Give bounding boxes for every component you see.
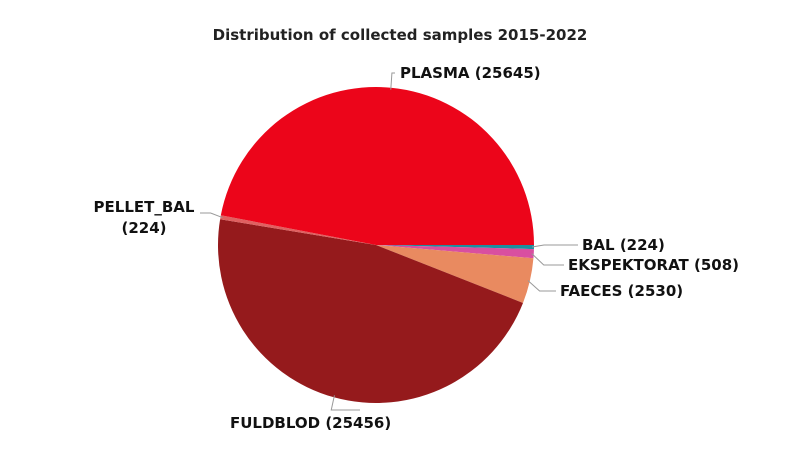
data-label: FULDBLOD (25456) (230, 414, 392, 432)
pie-slice (376, 245, 534, 250)
leader-line (330, 395, 360, 411)
pie-slice (376, 245, 534, 259)
leader-line (531, 253, 564, 266)
leader-line (200, 212, 223, 219)
pie-slice (376, 245, 534, 303)
data-label: PELLET_BAL (224) (93, 198, 195, 237)
leader-line (390, 72, 395, 90)
data-label: BAL (224) (582, 236, 665, 254)
data-label: PLASMA (25645) (400, 64, 541, 82)
data-label: EKSPEKTORAT (508) (568, 256, 739, 274)
pie-slice (220, 87, 534, 245)
leader-line (527, 280, 556, 292)
chart-title: Distribution of collected samples 2015-2… (212, 26, 588, 44)
data-label: FAECES (2530) (560, 282, 684, 300)
pie-slice (220, 215, 376, 245)
leader-line (531, 244, 578, 248)
pie-slice (217, 219, 523, 404)
